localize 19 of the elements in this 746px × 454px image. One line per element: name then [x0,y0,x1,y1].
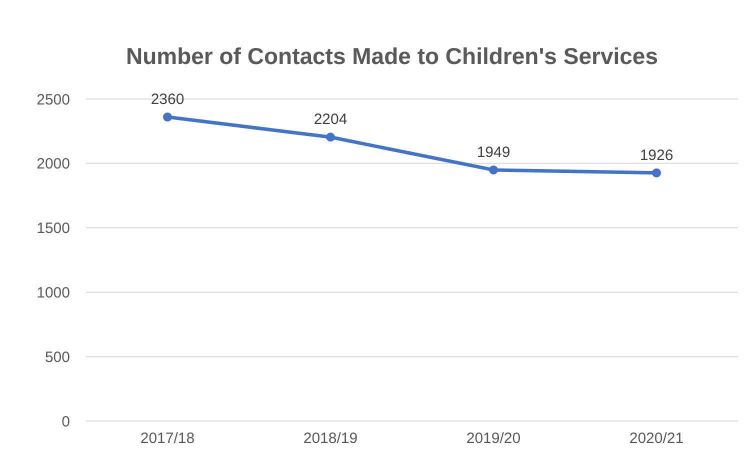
data-label: 2360 [150,91,184,108]
chart-title: Number of Contacts Made to Children's Services [126,43,658,69]
point [326,132,335,142]
x-tick-label: 2018/19 [303,430,358,447]
data-label: 2204 [314,111,348,128]
data-label: 1926 [640,146,674,164]
y-tick-label: 0 [62,413,70,430]
x-tick-label: 2019/20 [466,430,521,447]
point [652,168,661,178]
y-tick-label: 500 [44,348,70,366]
x-tick-label: 2020/21 [629,430,684,447]
y-tick-label: 1000 [36,284,70,302]
data-label: 1949 [476,144,510,161]
x-tick-label: 2017/18 [140,430,195,447]
point [163,112,172,122]
y-tick-label: 2000 [36,156,70,173]
y-tick-label: 1500 [36,220,70,238]
point [489,165,498,174]
y-tick-label: 2500 [36,91,70,108]
